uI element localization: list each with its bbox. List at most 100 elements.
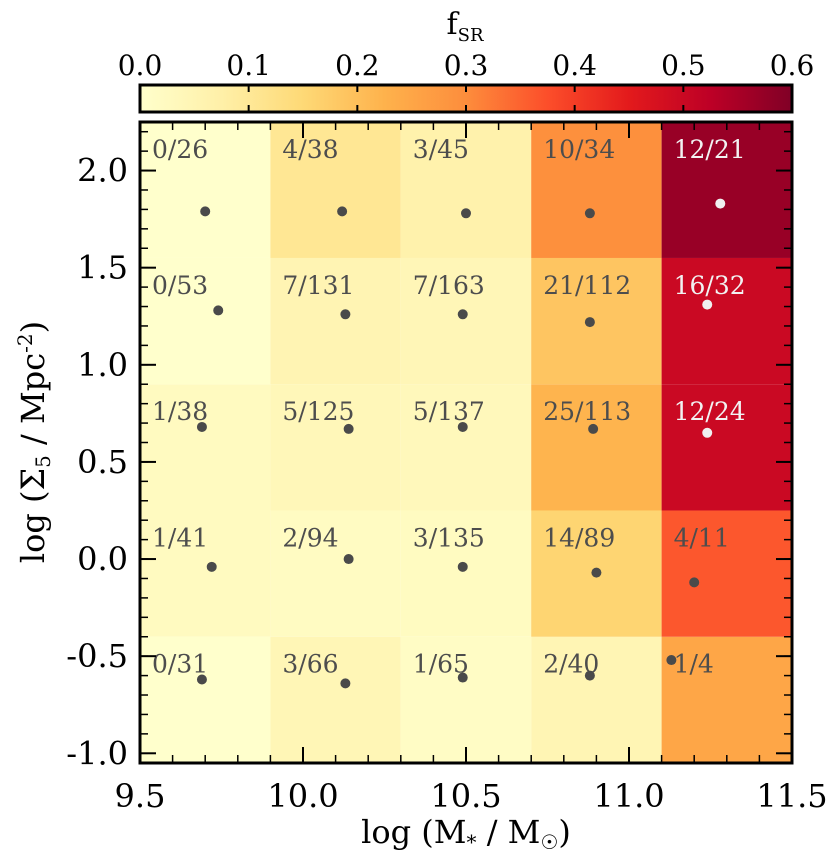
y-axis-label-sub: 5 bbox=[31, 455, 55, 468]
colorbar-label-main: f bbox=[447, 7, 460, 42]
cell-count-label: 4/38 bbox=[282, 135, 338, 164]
median-point bbox=[343, 423, 354, 434]
plot-frame bbox=[138, 120, 794, 765]
median-point bbox=[715, 198, 726, 209]
heatmap-cell bbox=[400, 384, 532, 511]
median-point bbox=[196, 674, 207, 685]
cell-count-label: 0/31 bbox=[152, 650, 208, 679]
x-axis-label-sun: ☉ bbox=[540, 830, 558, 854]
y-tick-labels: 2.0 1.5 1.0 0.5 0.0 -0.5 -1.0 bbox=[66, 152, 128, 773]
heatmap-cell bbox=[531, 257, 662, 385]
cell-count-label: 16/32 bbox=[674, 271, 746, 300]
median-point bbox=[457, 309, 468, 320]
median-point bbox=[457, 561, 468, 572]
colorbar-tick-labels: 0.0 0.1 0.2 0.3 0.4 0.5 0.6 bbox=[118, 49, 815, 82]
x-tick-label: 10.5 bbox=[430, 777, 501, 815]
median-point bbox=[591, 567, 602, 578]
heatmap-cell bbox=[400, 122, 532, 258]
median-point bbox=[343, 554, 354, 565]
median-point bbox=[702, 427, 713, 438]
heatmap-cell bbox=[661, 636, 792, 763]
cell-count-label: 3/135 bbox=[413, 523, 485, 552]
colorbar-ticks bbox=[139, 85, 793, 112]
y-axis-label-sup: -2 bbox=[13, 333, 37, 352]
colorbar-label-sub: SR bbox=[458, 25, 484, 46]
x-axis-label: log (M* / M☉) bbox=[361, 813, 571, 854]
y-axis-label-suffix: ) bbox=[14, 321, 52, 333]
x-axis-label-sub: * bbox=[467, 830, 477, 854]
cell-count-label: 2/94 bbox=[282, 523, 338, 552]
colorbar-tick-label: 0.2 bbox=[335, 49, 380, 82]
median-point bbox=[689, 577, 700, 588]
x-axis-label-suffix: ) bbox=[558, 813, 570, 851]
median-point bbox=[457, 421, 468, 432]
cell-count-label: 3/45 bbox=[413, 135, 469, 164]
cell-count-label: 5/125 bbox=[282, 397, 354, 426]
heatmap-cell bbox=[270, 510, 401, 637]
heatmap-cell bbox=[531, 122, 662, 258]
heatmap-cell bbox=[270, 122, 401, 258]
x-axis-label-prefix: log (M bbox=[361, 813, 466, 851]
colorbar-tick-label: 0.3 bbox=[444, 49, 489, 82]
cell-count-label: 1/4 bbox=[674, 650, 714, 679]
colorbar-tick-label: 0.4 bbox=[552, 49, 597, 82]
heatmap-cell bbox=[661, 122, 792, 258]
median-point bbox=[196, 421, 207, 432]
x-tick-label: 9.5 bbox=[115, 777, 166, 815]
heatmap-cell bbox=[400, 257, 532, 385]
median-point bbox=[337, 206, 348, 217]
colorbar: fSR 0.0 0.1 0.2 0.3 0.4 0.5 0.6 bbox=[118, 7, 815, 114]
cell-count-label: 0/26 bbox=[152, 135, 208, 164]
cell-count-label: 12/21 bbox=[674, 135, 746, 164]
heatmap-cell bbox=[270, 636, 401, 763]
heatmap-cell bbox=[661, 510, 792, 637]
heatmap-cell bbox=[531, 636, 662, 763]
cell-count-label: 10/34 bbox=[543, 135, 615, 164]
cell-count-label: 1/41 bbox=[152, 523, 208, 552]
median-point bbox=[340, 309, 351, 320]
median-point bbox=[340, 678, 351, 689]
y-tick-label: -0.5 bbox=[66, 637, 128, 675]
median-point bbox=[206, 561, 217, 572]
y-tick-label: 0.0 bbox=[77, 540, 128, 578]
x-axis-label-middle: / M bbox=[477, 813, 541, 851]
heatmap-cell bbox=[140, 257, 271, 385]
heatmap-cell bbox=[270, 257, 401, 385]
colorbar-label: fSR bbox=[447, 7, 484, 46]
cell-count-label: 12/24 bbox=[674, 397, 746, 426]
cell-labels: 0/31 3/66 1/65 2/40 1/41/41 2/94 3/135 14/89 4/1… bbox=[152, 135, 746, 679]
cell-count-label: 7/163 bbox=[413, 271, 485, 300]
y-tick-label: 1.0 bbox=[77, 346, 128, 384]
y-axis-label-prefix: log (Σ bbox=[14, 468, 52, 563]
cell-count-label: 21/112 bbox=[543, 271, 631, 300]
median-point bbox=[200, 206, 211, 217]
median-point bbox=[461, 208, 471, 219]
cell-count-label: 1/38 bbox=[152, 397, 208, 426]
heatmap-cell bbox=[400, 636, 532, 763]
y-tick-label: -1.0 bbox=[66, 734, 128, 772]
heatmap-cell bbox=[140, 636, 271, 763]
colorbar-tick-label: 0.0 bbox=[118, 49, 163, 82]
median-point bbox=[213, 305, 224, 316]
colorbar-tick-label: 0.5 bbox=[661, 49, 706, 82]
median-point bbox=[457, 672, 468, 683]
heatmap-cell bbox=[270, 384, 401, 511]
data-points bbox=[196, 198, 726, 689]
heatmap-cell bbox=[140, 122, 271, 258]
cell-count-label: 3/66 bbox=[282, 650, 338, 679]
x-tick-label: 11.0 bbox=[593, 777, 664, 815]
colorbar-tick-label: 0.6 bbox=[770, 49, 815, 82]
cell-count-label: 25/113 bbox=[543, 397, 631, 426]
x-tick-label: 11.5 bbox=[756, 777, 827, 815]
colorbar-tick-label: 0.1 bbox=[226, 49, 271, 82]
cell-count-label: 0/53 bbox=[152, 271, 208, 300]
median-point bbox=[666, 655, 677, 666]
y-tick-label: 0.5 bbox=[77, 443, 128, 481]
heatmap-cell bbox=[531, 384, 662, 511]
cell-count-label: 4/11 bbox=[674, 523, 730, 552]
cell-count-label: 7/131 bbox=[282, 271, 354, 300]
x-tick-labels: 9.5 10.0 10.5 11.0 11.5 bbox=[115, 777, 828, 815]
heatmap-cell bbox=[661, 384, 792, 511]
median-point bbox=[702, 299, 713, 310]
